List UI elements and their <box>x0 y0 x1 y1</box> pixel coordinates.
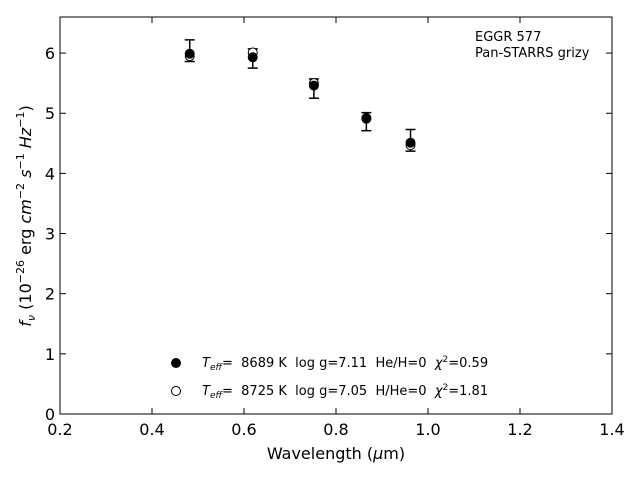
legend-marker-open <box>171 386 181 396</box>
annotation-line-2: Pan-STARRS grizy <box>475 46 590 61</box>
y-tick-label: 2 <box>45 285 55 304</box>
annotation-line-1: EGGR 577 <box>475 30 541 45</box>
x-tick-label: 1.4 <box>599 420 624 439</box>
y-tick-label: 1 <box>45 345 55 364</box>
x-tick-label: 0.6 <box>231 420 256 439</box>
legend-marker-filled <box>171 358 181 368</box>
data-point-filled <box>405 137 416 148</box>
data-point-filled <box>247 52 258 63</box>
legend-entry-2: Teff= 8725 K log g=7.05 H/He=0 χ2=1.81 <box>202 383 488 401</box>
y-axis-label: fν (10−26 erg cm−2 s−1 Hz−1) <box>14 105 38 326</box>
data-points <box>184 47 416 151</box>
axes-frame <box>59 16 613 415</box>
x-axis-label: Wavelength (μm) <box>267 444 405 463</box>
data-point-filled <box>361 113 372 124</box>
legend-entry-1: Teff= 8689 K log g=7.11 He/H=0 χ2=0.59 <box>202 355 488 373</box>
y-tick-labels: 0 1 2 3 4 5 6 <box>45 44 55 424</box>
y-tick-label: 6 <box>45 44 55 63</box>
x-tick-label: 1.2 <box>507 420 532 439</box>
data-point-filled <box>308 80 319 91</box>
plot-area <box>59 16 613 415</box>
y-tick-label: 3 <box>45 225 55 244</box>
x-tick-labels: 0.2 0.4 0.6 0.8 1.0 1.2 1.4 <box>47 420 624 439</box>
x-tick-label: 0.2 <box>47 420 72 439</box>
x-tick-label: 1.0 <box>415 420 440 439</box>
y-tick-label: 4 <box>45 164 55 183</box>
x-tick-label: 0.8 <box>323 420 348 439</box>
x-tick-label: 0.4 <box>139 420 164 439</box>
data-point-filled <box>184 48 195 59</box>
y-tick-label: 5 <box>45 104 55 123</box>
y-tick-label: 0 <box>45 405 55 424</box>
legend: Teff= 8689 K log g=7.11 He/H=0 χ2=0.59 T… <box>171 355 488 401</box>
